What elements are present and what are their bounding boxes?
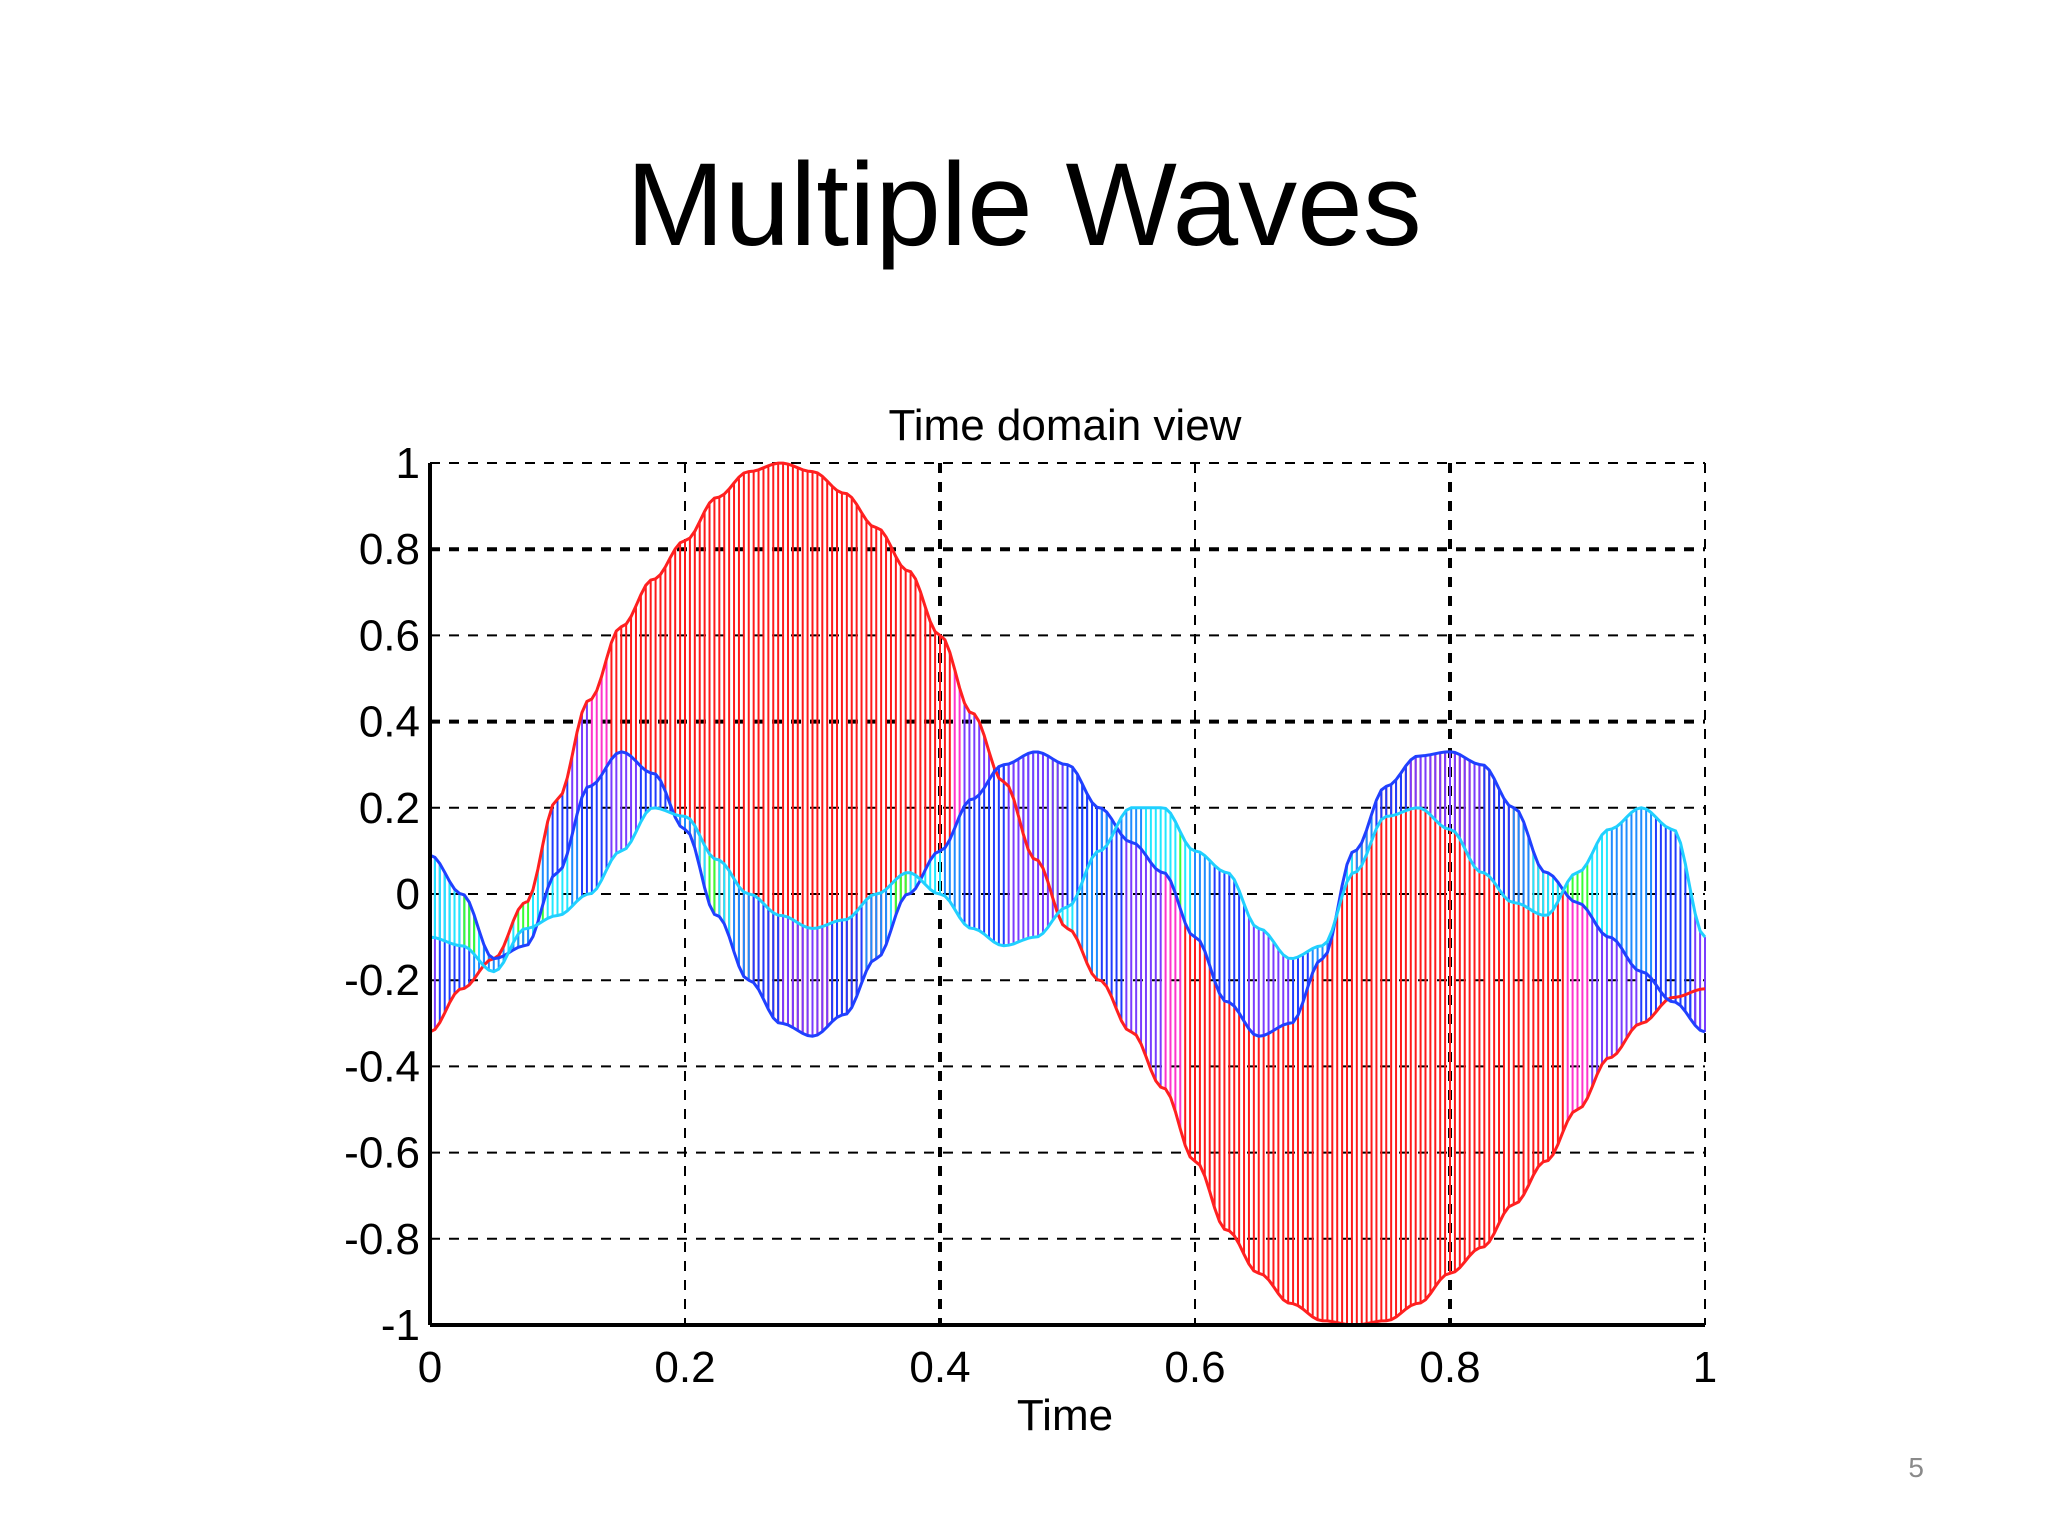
y-tick-label: -0.2	[344, 956, 420, 1005]
y-tick-label: -0.4	[344, 1042, 420, 1091]
x-tick-label: 0.8	[1419, 1343, 1480, 1392]
wave-line-layer	[429, 461, 1707, 1327]
y-tick-label: 0.8	[359, 525, 420, 574]
x-tick-label: 0	[418, 1343, 442, 1392]
x-tick-label: 1	[1693, 1343, 1717, 1392]
x-tick-label: 0.6	[1164, 1343, 1225, 1392]
page-number: 5	[1908, 1452, 1924, 1483]
wave-series-1	[429, 461, 1706, 1327]
y-tick-label: 1	[396, 439, 420, 488]
y-tick-label: 0	[396, 870, 420, 919]
x-tick-label: 0.2	[654, 1343, 715, 1392]
y-tick-label: 0.2	[359, 784, 420, 833]
wave-series-2	[429, 750, 1706, 1038]
y-tick-label: -1	[381, 1301, 420, 1350]
slide-title: Multiple Waves	[626, 139, 1422, 271]
y-tick-label: 0.6	[359, 611, 420, 660]
wave-series-3	[429, 806, 1707, 974]
wave-fill-layer	[429, 463, 1706, 1325]
y-tick-label: -0.8	[344, 1215, 420, 1264]
y-tick-label: -0.6	[344, 1129, 420, 1178]
axis-layer	[428, 463, 1705, 1327]
x-axis-label: Time	[1017, 1391, 1113, 1440]
tick-label-layer: 0 0.2 0.4 0.6 0.8 1 1 0.8 0.6 0.4 0.2 0 -0.2 -0.4 -0.6…	[344, 439, 1717, 1392]
y-tick-label: 0.4	[359, 698, 420, 747]
chart-title: Time domain view	[889, 401, 1242, 450]
x-tick-label: 0.4	[909, 1343, 970, 1392]
